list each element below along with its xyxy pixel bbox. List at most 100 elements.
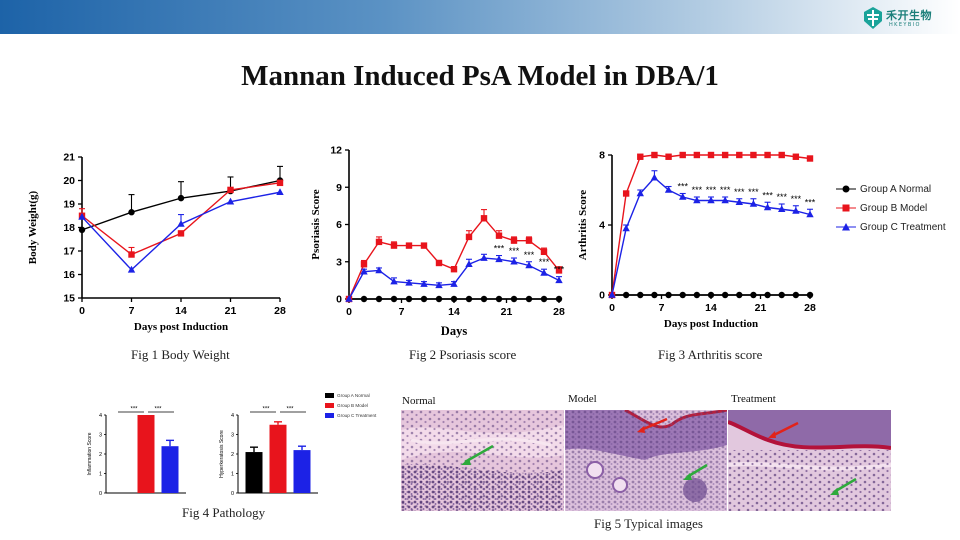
data-point-triangle bbox=[650, 173, 659, 181]
histology-image-treatment bbox=[728, 410, 891, 511]
x-tick-label: 21 bbox=[225, 305, 237, 317]
body-weight-chart: 0 7 14 21 28 15 16 17 18 19 20 21 Days post Inductio… bbox=[20, 140, 300, 350]
data-point-square bbox=[510, 237, 518, 244]
data-point-circle bbox=[707, 291, 715, 299]
data-point-circle bbox=[622, 291, 630, 299]
y-tick-label: 1 bbox=[231, 472, 234, 478]
data-point-triangle bbox=[749, 200, 758, 207]
data-point-triangle bbox=[495, 255, 503, 263]
data-point-triangle bbox=[450, 280, 458, 287]
significance-label: *** bbox=[262, 407, 270, 413]
data-point-square bbox=[405, 242, 413, 249]
significance-label: *** bbox=[805, 197, 816, 207]
data-point-circle bbox=[679, 291, 686, 299]
significance-label: *** bbox=[791, 194, 802, 204]
x-tick-label: 7 bbox=[399, 306, 405, 318]
y-axis-label: Arthritis Score bbox=[577, 190, 589, 260]
y-tick-label: 9 bbox=[336, 182, 342, 194]
data-point-triangle bbox=[127, 265, 136, 273]
data-point-triangle bbox=[622, 224, 630, 232]
data-point-square bbox=[750, 151, 757, 159]
data-point-triangle bbox=[792, 207, 800, 214]
y-tick-label: 20 bbox=[63, 175, 75, 187]
y-tick-label: 3 bbox=[336, 256, 342, 268]
x-tick-label: 0 bbox=[79, 305, 85, 317]
data-point-square bbox=[360, 261, 368, 268]
x-tick-label: 14 bbox=[705, 302, 717, 314]
data-point-square bbox=[721, 151, 729, 159]
data-point-square bbox=[450, 266, 458, 273]
x-tick-label: 7 bbox=[129, 305, 135, 317]
y-tick-label: 19 bbox=[63, 199, 75, 211]
y-tick-label: 21 bbox=[63, 152, 75, 164]
y-axis-label: Inflammation Score bbox=[87, 432, 93, 475]
data-point-circle bbox=[495, 295, 503, 303]
data-point-square bbox=[525, 237, 533, 244]
data-point-circle bbox=[177, 194, 185, 202]
x-axis-label: Days post Induction bbox=[134, 321, 228, 333]
significance-label: *** bbox=[524, 250, 535, 260]
significance-label: *** bbox=[554, 265, 565, 275]
y-tick-label: 0 bbox=[336, 294, 342, 306]
fig1-caption: Fig 1 Body Weight bbox=[131, 347, 230, 362]
data-point-circle bbox=[750, 291, 757, 299]
mini-legend-model: Group B Model bbox=[325, 402, 376, 412]
psoriasis-chart: 0 7 14 21 28 0 3 6 9 12 Days Psoriasis Score *** *** *… bbox=[305, 140, 580, 350]
significance-label: *** bbox=[286, 407, 294, 413]
data-point-circle bbox=[375, 295, 383, 303]
bar bbox=[161, 446, 179, 493]
data-point-triangle bbox=[693, 196, 701, 204]
data-point-triangle bbox=[555, 276, 563, 284]
data-point-triangle bbox=[375, 266, 383, 274]
y-tick-label: 4 bbox=[231, 413, 234, 419]
legend-item-normal: Group A Normal bbox=[836, 180, 946, 199]
fig3-caption: Fig 3 Arthritis score bbox=[658, 347, 763, 362]
significance-label: *** bbox=[748, 187, 759, 197]
data-point-triangle bbox=[510, 257, 518, 265]
x-tick-label: 14 bbox=[175, 305, 187, 317]
data-point-square bbox=[806, 155, 814, 162]
significance-label: *** bbox=[154, 407, 162, 413]
data-point-circle bbox=[665, 291, 672, 299]
data-point-circle bbox=[637, 291, 644, 299]
data-point-circle bbox=[450, 295, 458, 303]
significance-label: *** bbox=[720, 185, 731, 195]
data-point-square bbox=[764, 151, 771, 159]
data-point-triangle bbox=[435, 281, 443, 289]
data-point-circle bbox=[721, 291, 729, 299]
significance-label: *** bbox=[130, 407, 138, 413]
triangle-marker-icon bbox=[836, 223, 856, 231]
data-point-triangle bbox=[735, 198, 743, 206]
arthritis-plot: 0 7 14 21 28 0 4 8 Days post Induction Arthritis … bbox=[577, 150, 816, 331]
significance-label: *** bbox=[706, 185, 717, 195]
data-point-circle bbox=[435, 295, 443, 303]
data-point-triangle bbox=[360, 267, 368, 275]
significance-label: *** bbox=[509, 246, 520, 256]
significance-label: *** bbox=[494, 244, 505, 254]
data-point-square bbox=[693, 151, 701, 159]
histology-image-normal bbox=[401, 410, 564, 511]
hyperkeratosis-chart: 0 1 2 3 4 Hyperkeratosis Score *** *** bbox=[216, 404, 321, 499]
y-tick-label: 4 bbox=[99, 413, 102, 419]
y-tick-label: 18 bbox=[63, 222, 75, 234]
data-point-square bbox=[420, 242, 428, 249]
x-tick-label: 28 bbox=[804, 302, 816, 314]
hyperkeratosis-plot: 0 1 2 3 4 Hyperkeratosis Score *** *** bbox=[219, 407, 318, 497]
data-point-triangle bbox=[420, 280, 428, 287]
mini-legend-normal: Group A Normal bbox=[325, 392, 376, 402]
data-point-square bbox=[736, 151, 743, 159]
significance-label: *** bbox=[734, 187, 745, 197]
circle-marker-icon bbox=[836, 185, 856, 193]
data-point-triangle bbox=[177, 219, 185, 227]
significance-label: *** bbox=[692, 185, 703, 195]
y-tick-label: 3 bbox=[231, 433, 234, 439]
psoriasis-plot: 0 7 14 21 28 0 3 6 9 12 Days Psoriasis Score *** *** *… bbox=[310, 145, 565, 339]
data-point-square bbox=[707, 151, 715, 159]
data-point-triangle bbox=[679, 193, 687, 200]
y-tick-label: 2 bbox=[231, 452, 234, 458]
fig4-caption: Fig 4 Pathology bbox=[182, 505, 266, 520]
significance-label: *** bbox=[776, 192, 787, 202]
x-tick-label: 21 bbox=[501, 306, 513, 318]
data-point-triangle bbox=[608, 291, 616, 298]
data-point-square bbox=[177, 230, 185, 237]
